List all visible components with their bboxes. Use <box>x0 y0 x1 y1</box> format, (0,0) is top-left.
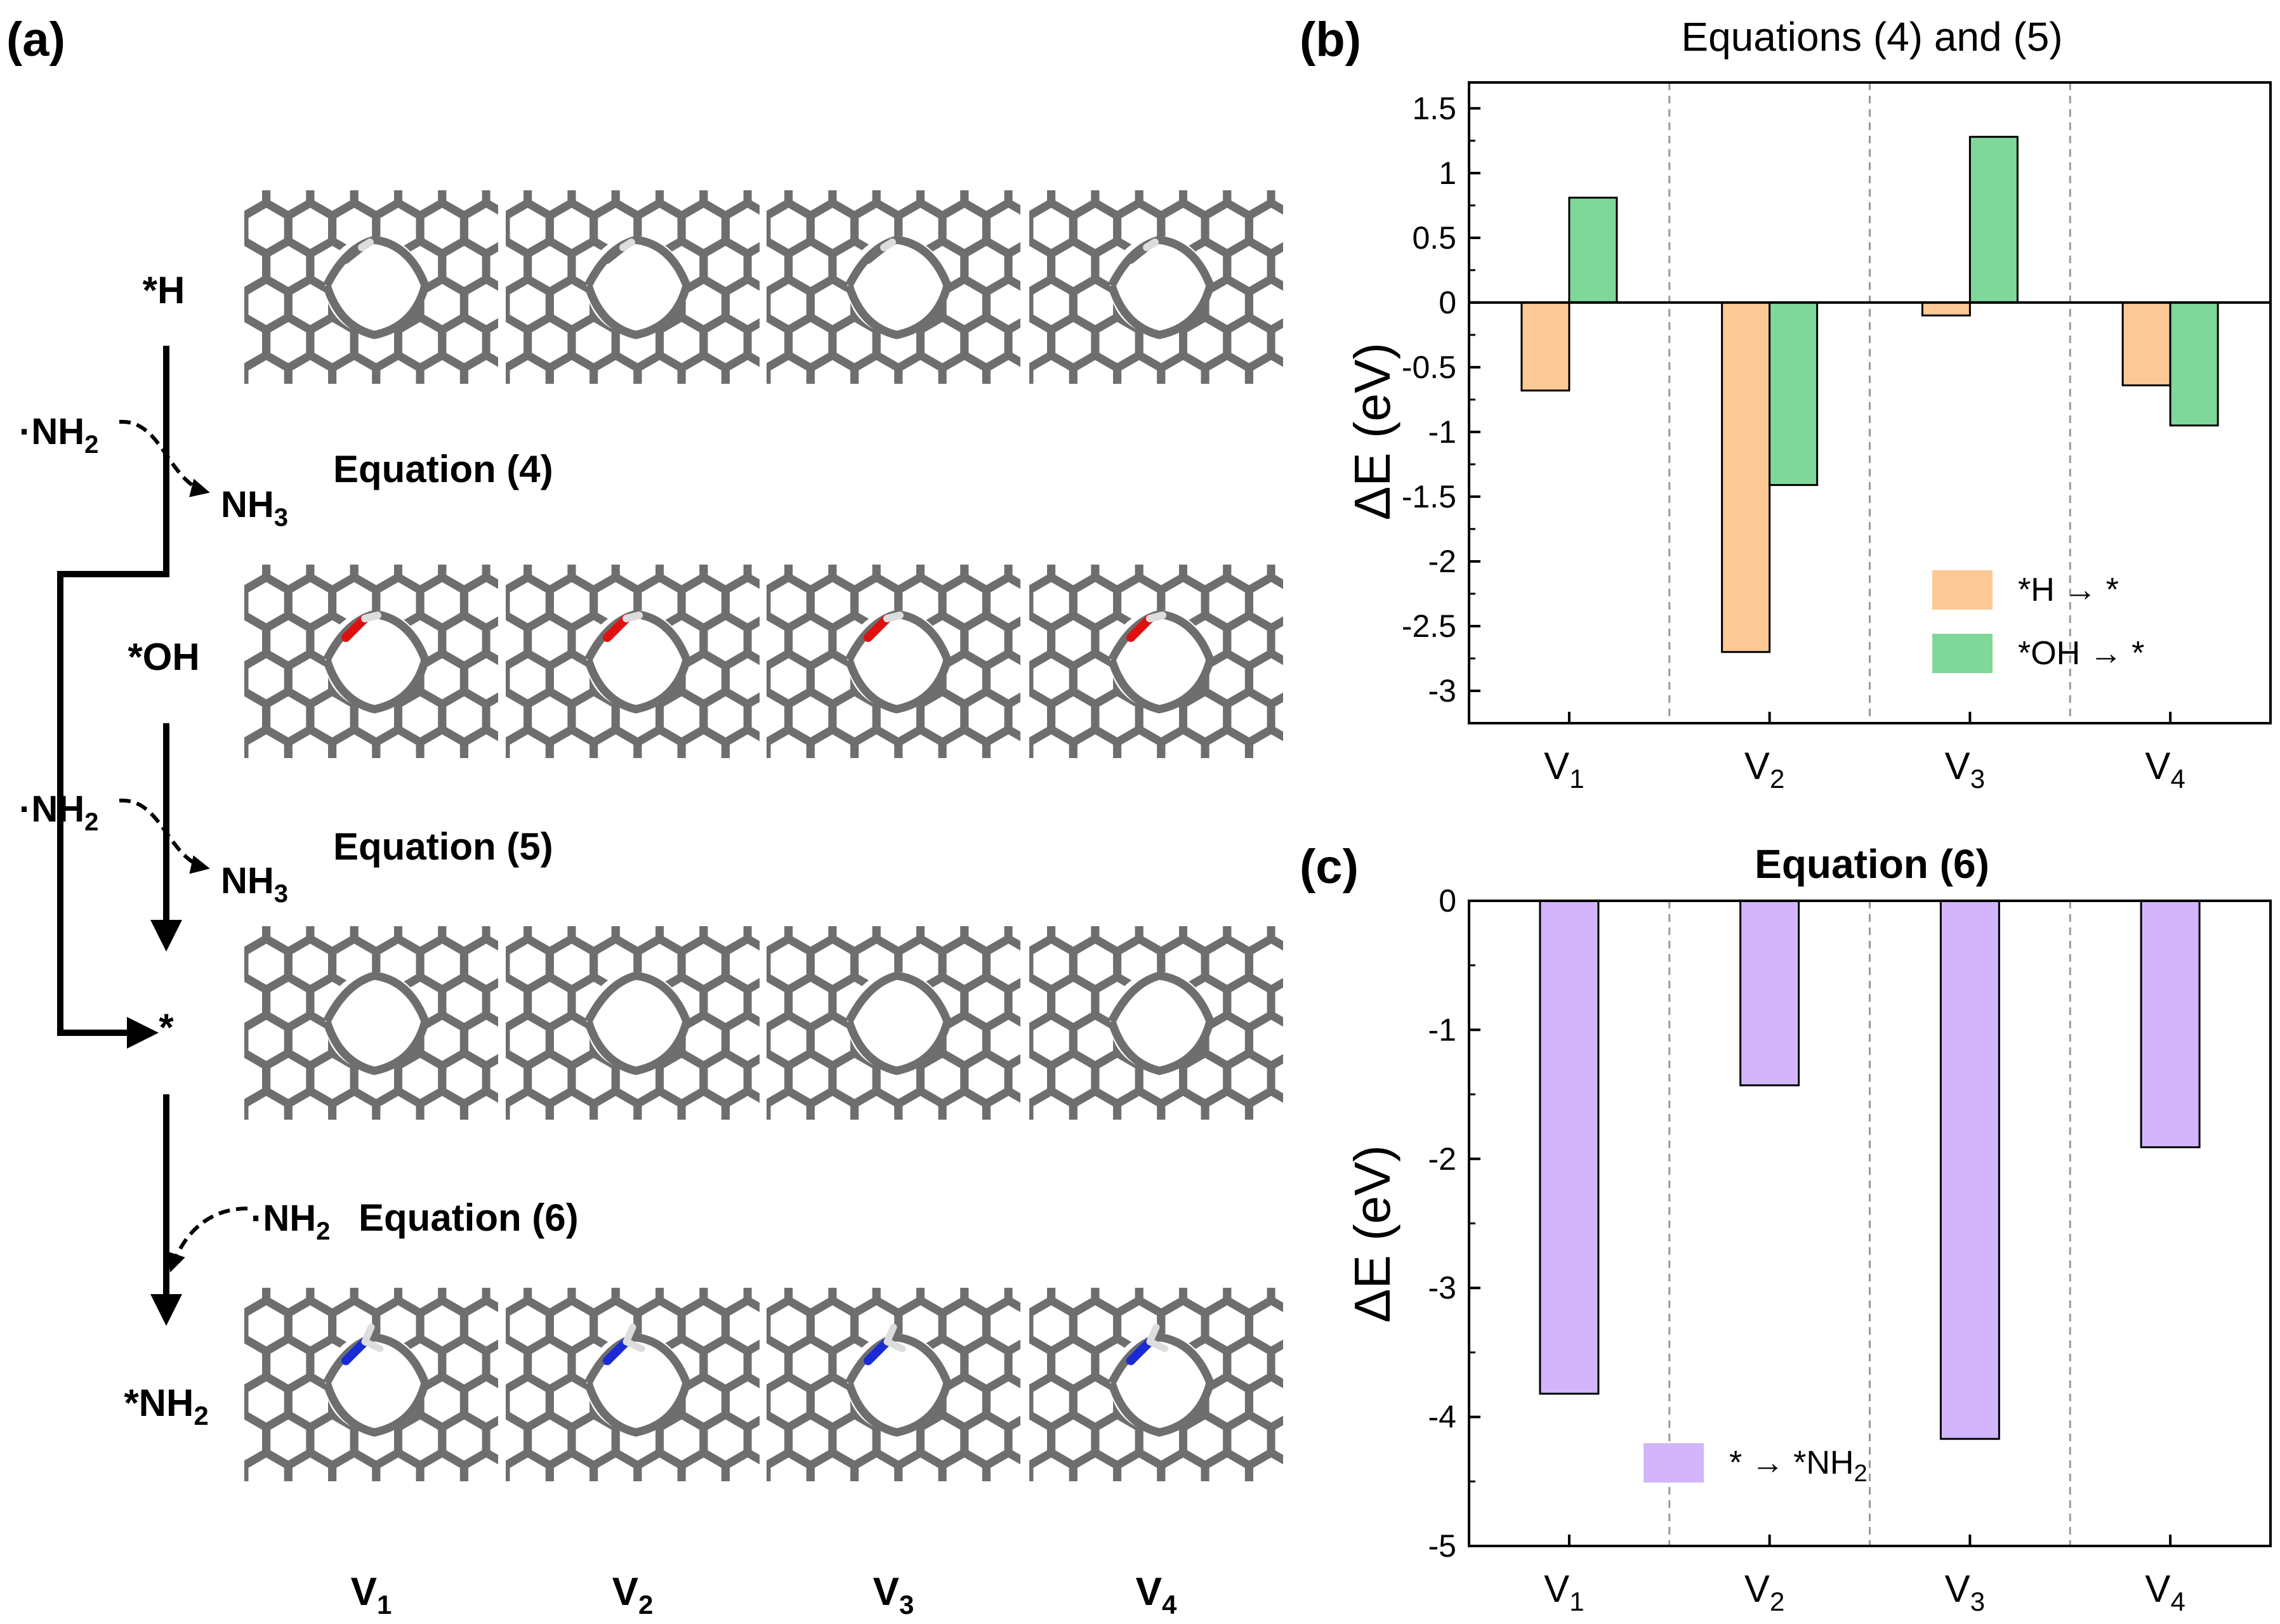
x-tick-label: V4 <box>2145 1568 2185 1616</box>
state-label-oh: *OH <box>128 636 199 678</box>
pathway-lines <box>57 346 182 1326</box>
bar-series1-cat2 <box>1721 301 1771 653</box>
legend-swatch <box>1644 1443 1704 1483</box>
y-tick-label: 0.5 <box>1412 220 1456 256</box>
bar-series1-cat4 <box>2140 900 2201 1148</box>
y-tick-label: -1 <box>1428 1012 1456 1047</box>
bar-series2-cat2 <box>1769 301 1819 487</box>
legend-label: *OH → * <box>2018 635 2144 672</box>
x-tick-label: V4 <box>2145 745 2185 794</box>
chart-c-ylabel: ΔE (eV) <box>1344 1145 1400 1323</box>
structure-tile <box>767 565 1020 758</box>
y-tick-label: -2.5 <box>1402 608 1456 644</box>
reagent-nh2-1: ·NH2 <box>19 411 98 459</box>
state-label-empty: * <box>159 1006 174 1049</box>
y-tick-label: 1.5 <box>1412 91 1456 126</box>
chart-b-ylabel: ΔE (eV) <box>1344 343 1400 520</box>
y-tick-label: -2 <box>1428 1141 1456 1177</box>
y-tick-label: 0 <box>1439 285 1456 320</box>
bar-series2-cat1 <box>1568 197 1618 304</box>
dashed-arrows <box>119 419 248 1273</box>
column-labels: V1 V2 V3 V4 <box>351 1570 1177 1620</box>
y-tick-label: -0.5 <box>1402 350 1456 385</box>
x-tick-label: V2 <box>1744 745 1784 794</box>
structure-tile <box>244 190 498 384</box>
y-tick-label: -4 <box>1428 1399 1456 1435</box>
structure-tile <box>1029 1288 1283 1481</box>
x-tick-label: V3 <box>1945 745 1985 794</box>
chart-b-plot: 1.5 1 0.5 0 -0.5 -1 -1.5 -2 -2.5 -3 V1 V2 V3 V4 *H → *… <box>1402 81 2272 794</box>
x-tick-label: V1 <box>1544 1568 1584 1616</box>
equation-label-5: Equation (5) <box>333 825 553 868</box>
x-tick-label: V1 <box>1544 745 1584 794</box>
legend-label: *H → * <box>2018 572 2119 608</box>
structure-tile <box>1029 926 1283 1120</box>
bar-series2-cat3 <box>1968 136 2019 304</box>
column-label-v4: V4 <box>1136 1570 1177 1620</box>
state-label-h: *H <box>143 269 185 311</box>
x-tick-label: V3 <box>1945 1568 1985 1616</box>
reagent-nh2-2: ·NH2 <box>19 789 98 836</box>
dashed-arrow-eq4 <box>119 419 210 497</box>
panel-c: (c) Equation (6) ΔE (eV) 0 -1 -2 -3 -4 -5 V1 V2… <box>1300 840 2272 1616</box>
equation-label-4: Equation (4) <box>333 448 553 490</box>
y-tick-label: -3 <box>1428 1270 1456 1306</box>
panel-a-label: (a) <box>6 13 65 67</box>
equation-label-6: Equation (6) <box>359 1196 579 1239</box>
column-label-v1: V1 <box>351 1570 392 1620</box>
structure-tile <box>244 926 498 1120</box>
pathway-step-h <box>57 346 169 1049</box>
dashed-arrow-eq6 <box>167 1207 248 1273</box>
bar-series1-cat4 <box>2121 301 2171 386</box>
panel-b: (b) Equations (4) and (5) ΔE (eV) 1.5 1 0.… <box>1300 13 2272 794</box>
x-tick-label: V2 <box>1744 1568 1784 1616</box>
panel-c-label: (c) <box>1300 840 1359 894</box>
bar-series1-cat3 <box>1939 900 2000 1440</box>
column-label-v3: V3 <box>873 1570 914 1620</box>
structure-tile <box>506 1288 760 1481</box>
y-tick-label: -3 <box>1428 673 1456 709</box>
structures-grid <box>244 190 1283 1481</box>
reagent-nh2-3: ·NH2 <box>251 1198 330 1245</box>
structure-tile <box>767 926 1020 1120</box>
y-tick-label: -5 <box>1428 1528 1456 1564</box>
structure-tile <box>767 1288 1020 1481</box>
bar-series1-cat1 <box>1539 900 1600 1395</box>
product-nh3-1: NH3 <box>221 484 288 532</box>
chart-b-title: Equations (4) and (5) <box>1681 14 2062 60</box>
structure-tile <box>506 565 760 758</box>
chart-c-plot: 0 -1 -2 -3 -4 -5 V1 V2 V3 V4 * → *NH2 <box>1428 883 2272 1616</box>
panel-a: (a) *H *OH * *NH2 ·NH2 NH3 ·NH2 NH3 ·NH2… <box>6 13 1283 1620</box>
panel-b-label: (b) <box>1300 13 1361 67</box>
y-tick-label: 1 <box>1439 155 1456 191</box>
legend-swatch <box>1932 634 1993 673</box>
state-label-nh2: *NH2 <box>124 1382 208 1431</box>
structure-tile <box>506 926 760 1120</box>
structure-tile <box>767 190 1020 384</box>
structure-tile <box>506 190 760 384</box>
product-nh3-2: NH3 <box>221 860 288 908</box>
y-tick-label: -1.5 <box>1402 479 1456 514</box>
chart-c-title: Equation (6) <box>1755 841 1989 887</box>
structure-tile <box>1029 565 1283 758</box>
bar-series1-cat2 <box>1739 900 1800 1087</box>
dashed-arrow-eq5 <box>119 798 210 874</box>
y-tick-label: -2 <box>1428 544 1456 579</box>
bar-series1-cat3 <box>1921 301 1971 317</box>
legend-label: * → *NH2 <box>1729 1444 1868 1487</box>
bar-series2-cat4 <box>2169 301 2219 427</box>
legend-swatch <box>1932 570 1993 610</box>
structure-tile <box>244 565 498 758</box>
column-label-v2: V2 <box>612 1570 654 1620</box>
y-tick-label: -1 <box>1428 414 1456 450</box>
plot-frame <box>1468 81 2272 724</box>
y-tick-label: 0 <box>1439 883 1456 919</box>
structure-tile <box>244 1288 498 1481</box>
bar-series1-cat1 <box>1520 301 1571 392</box>
structure-tile <box>1029 190 1283 384</box>
